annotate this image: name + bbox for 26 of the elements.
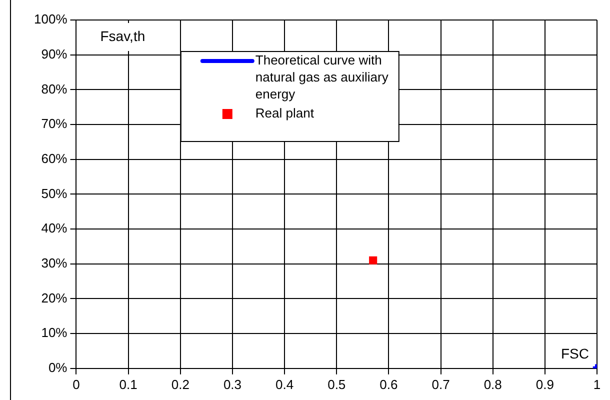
x-axis-title: FSC	[561, 345, 589, 362]
y-tick-label: 0%	[48, 360, 68, 375]
x-tick-label: 0.7	[432, 376, 450, 392]
x-tick-label: 0.1	[119, 376, 138, 392]
y-tick-label: 40%	[41, 220, 68, 236]
y-tick-label: 100%	[34, 12, 68, 27]
y-tick-label: 50%	[41, 186, 68, 201]
y-tick-label: 70%	[41, 116, 68, 132]
y-tick-label: 90%	[41, 46, 68, 62]
x-tick-label: 0.3	[223, 376, 242, 392]
x-tick-label: 0.9	[536, 376, 554, 392]
y-tick-label: 20%	[41, 290, 68, 306]
x-tick-label: 0.6	[380, 376, 398, 392]
x-tick-label: 0.4	[276, 376, 294, 392]
y-tick-label: 30%	[41, 255, 68, 270]
x-tick-label: 0	[72, 376, 80, 392]
y-tick-label: 60%	[41, 150, 68, 166]
x-tick-label: 1	[593, 376, 601, 392]
x-tick-label: 0.8	[484, 376, 502, 392]
x-tick-label: 0.2	[171, 376, 190, 392]
legend-label: Theoretical curve with natural gas as auxiliary energy	[255, 52, 389, 102]
y-axis-title: Fsav,th	[100, 28, 146, 44]
y-tick-label: 10%	[41, 325, 68, 340]
legend-label: Real plant	[255, 106, 314, 121]
y-tick-label: 80%	[41, 81, 68, 96]
x-tick-label: 0.5	[328, 376, 346, 392]
